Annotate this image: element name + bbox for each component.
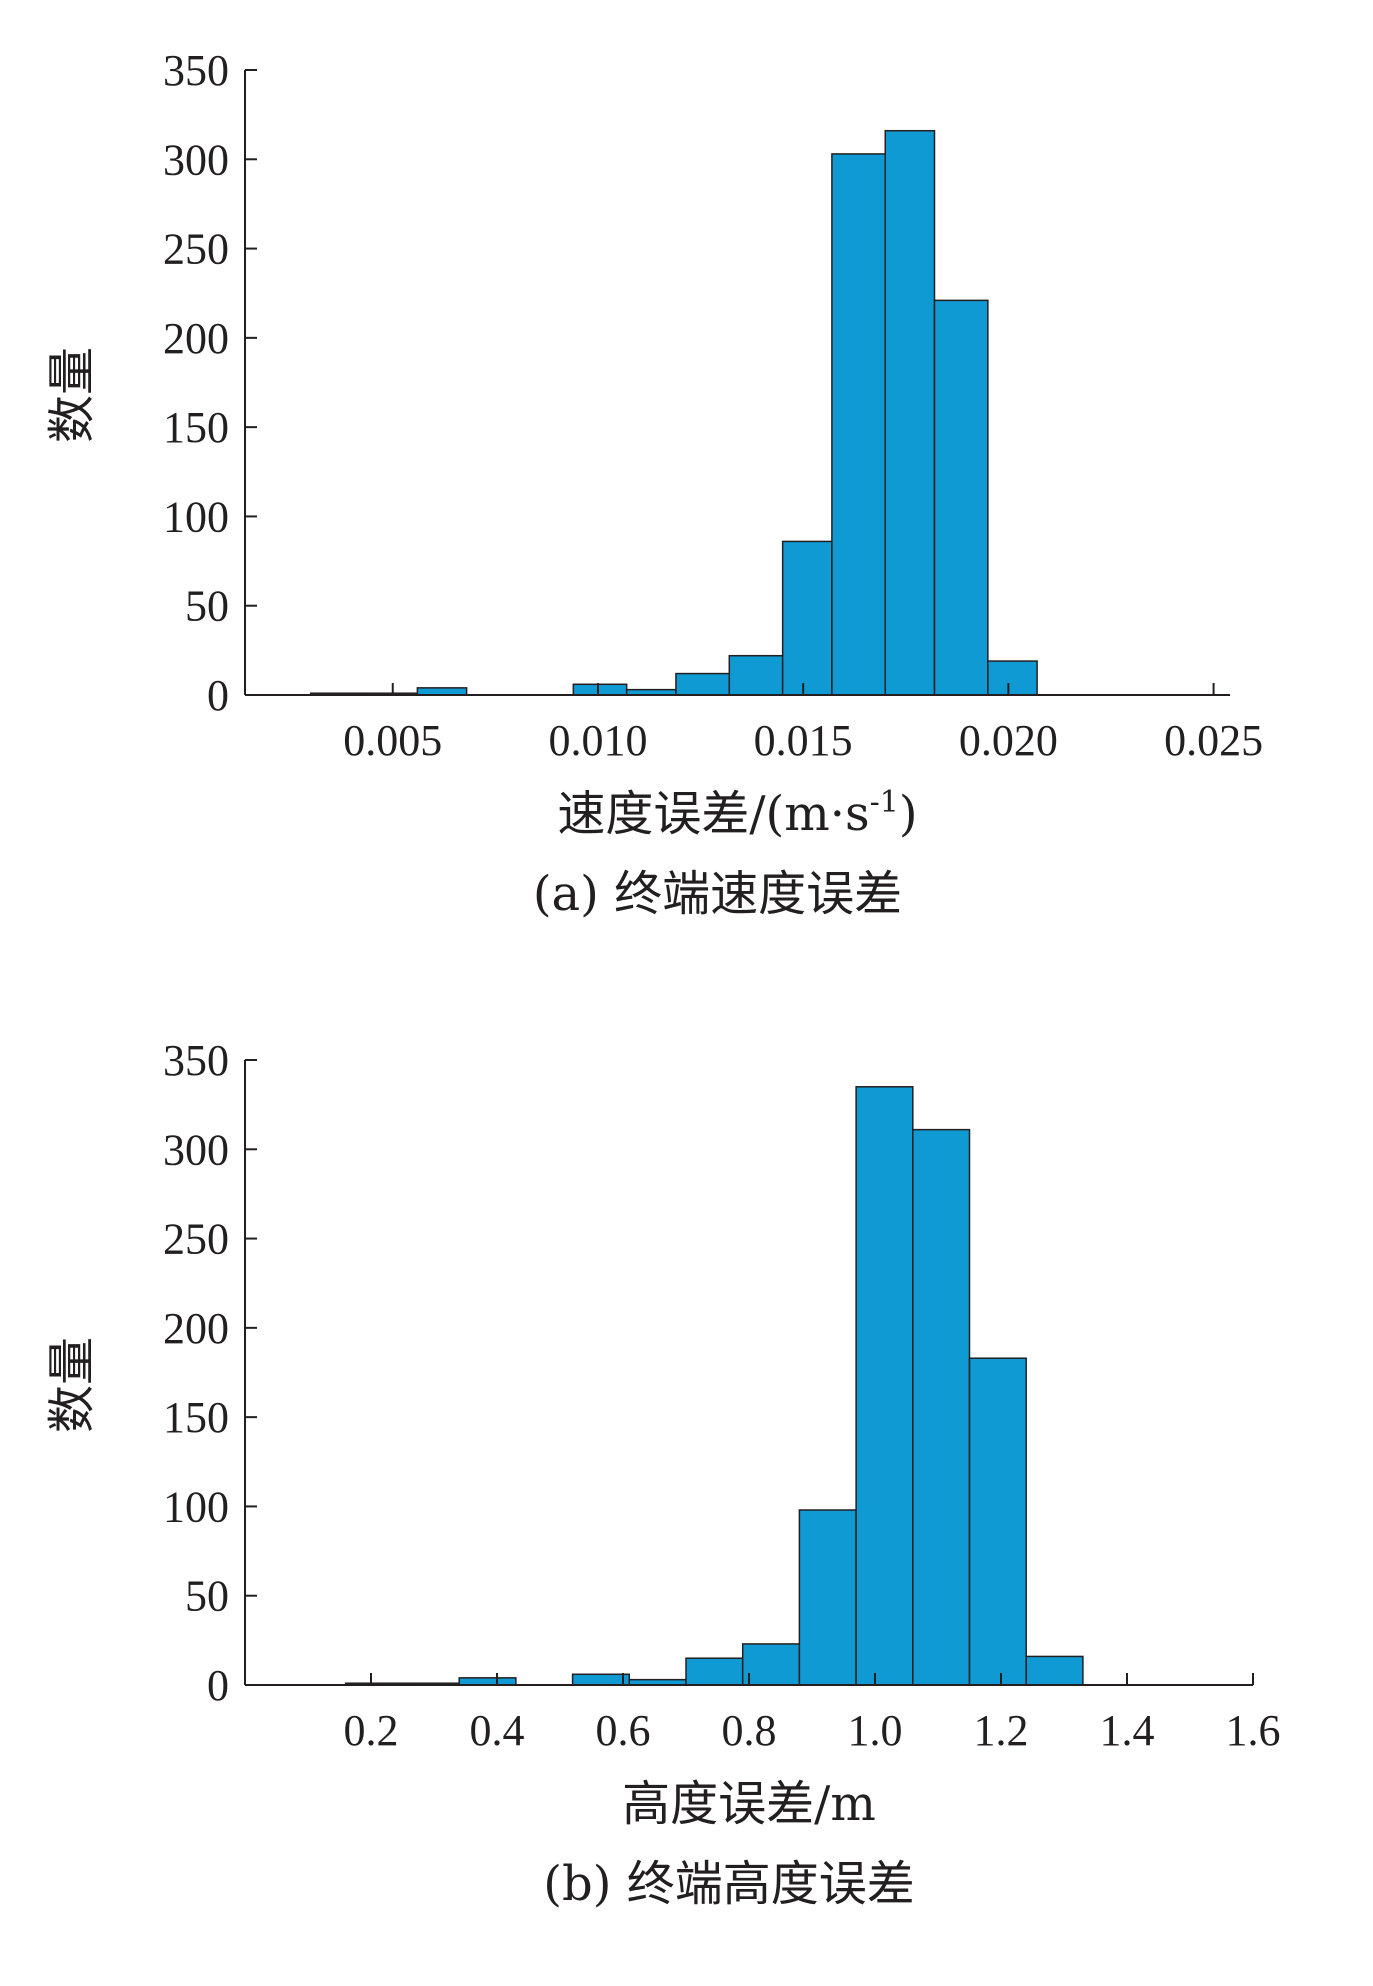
histogram-bar bbox=[416, 687, 468, 696]
y-tick-label: 0 bbox=[207, 1661, 229, 1710]
histogram-a: 0 50 100 150 200 250 300 350 0.005 0.010 0.015 0.02… bbox=[44, 46, 1263, 922]
y-tick-label: 250 bbox=[163, 225, 229, 274]
histogram-bar bbox=[458, 1677, 517, 1686]
y-tick-label: 350 bbox=[163, 1036, 229, 1085]
histogram-b: 0 50 100 150 200 250 300 350 0.2 0.4 0.6 0.8 1.0 1.2 1… bbox=[44, 1036, 1281, 1912]
histogram-bar bbox=[831, 153, 886, 696]
x-tick-label: 0.2 bbox=[344, 1706, 399, 1755]
x-tick-label: 0.015 bbox=[754, 716, 853, 765]
histogram-bar bbox=[728, 654, 784, 696]
x-tick-label: 0.8 bbox=[722, 1706, 777, 1755]
figure-caption: (a) 终端速度误差 bbox=[533, 866, 902, 922]
y-tick-label: 0 bbox=[207, 671, 229, 720]
x-tick-label: 0.005 bbox=[343, 716, 442, 765]
y-tick-label: 50 bbox=[185, 582, 229, 631]
y-tick-label: 350 bbox=[163, 46, 229, 95]
x-tick-label: 0.025 bbox=[1164, 716, 1263, 765]
y-tick-label: 200 bbox=[163, 1304, 229, 1353]
histogram-bar bbox=[675, 672, 731, 696]
y-tick-label: 100 bbox=[163, 1482, 229, 1531]
histogram-bar bbox=[798, 1509, 857, 1686]
x-tick-label: 0.010 bbox=[548, 716, 647, 765]
x-tick-label: 0.020 bbox=[959, 716, 1058, 765]
x-tick-label: 0.6 bbox=[596, 1706, 651, 1755]
x-tick-label: 1.0 bbox=[848, 1706, 903, 1755]
y-axis-title: 数量 bbox=[44, 1337, 100, 1433]
y-axis-title: 数量 bbox=[44, 347, 100, 443]
y-tick-label: 150 bbox=[163, 403, 229, 452]
chart-panel-b: 0 50 100 150 200 250 300 350 0.2 0.4 0.6 0.8 1.0 1.2 1… bbox=[0, 990, 1373, 1986]
x-axis-title-close: ) bbox=[899, 786, 918, 842]
x-axis-title: 高度误差/m bbox=[622, 1776, 876, 1832]
x-tick-label: 0.4 bbox=[470, 1706, 525, 1755]
histogram-bar bbox=[987, 660, 1038, 696]
x-tick-label: 1.2 bbox=[974, 1706, 1029, 1755]
x-tick-label: 1.6 bbox=[1226, 1706, 1281, 1755]
histogram-bar bbox=[968, 1357, 1027, 1686]
y-tick-label: 150 bbox=[163, 1393, 229, 1442]
y-tick-label: 250 bbox=[163, 1215, 229, 1264]
chart-panel-a: 0 50 100 150 200 250 300 350 0.005 0.010 0.015 0.02… bbox=[0, 0, 1373, 990]
histogram-bar bbox=[1025, 1655, 1084, 1686]
histogram-bar bbox=[884, 129, 936, 696]
histogram-bar bbox=[741, 1643, 801, 1686]
y-tick-label: 300 bbox=[163, 135, 229, 184]
y-tick-label: 300 bbox=[163, 1125, 229, 1174]
histogram-bar bbox=[912, 1128, 971, 1686]
histogram-bar bbox=[572, 683, 628, 696]
histogram-bar bbox=[855, 1086, 914, 1686]
x-axis-title: 速度误差/(m·s-1) bbox=[557, 785, 917, 842]
y-tick-label: 100 bbox=[163, 492, 229, 541]
figure-caption: (b) 终端高度误差 bbox=[543, 1856, 914, 1912]
x-tick-label: 1.4 bbox=[1100, 1706, 1155, 1755]
histogram-bar bbox=[933, 299, 989, 696]
histogram-bar bbox=[685, 1657, 744, 1686]
histogram-bar bbox=[571, 1673, 631, 1686]
y-tick-label: 200 bbox=[163, 314, 229, 363]
histogram-bar bbox=[781, 540, 833, 696]
x-axis-title-superscript: -1 bbox=[870, 785, 899, 820]
y-tick-label: 50 bbox=[185, 1572, 229, 1621]
